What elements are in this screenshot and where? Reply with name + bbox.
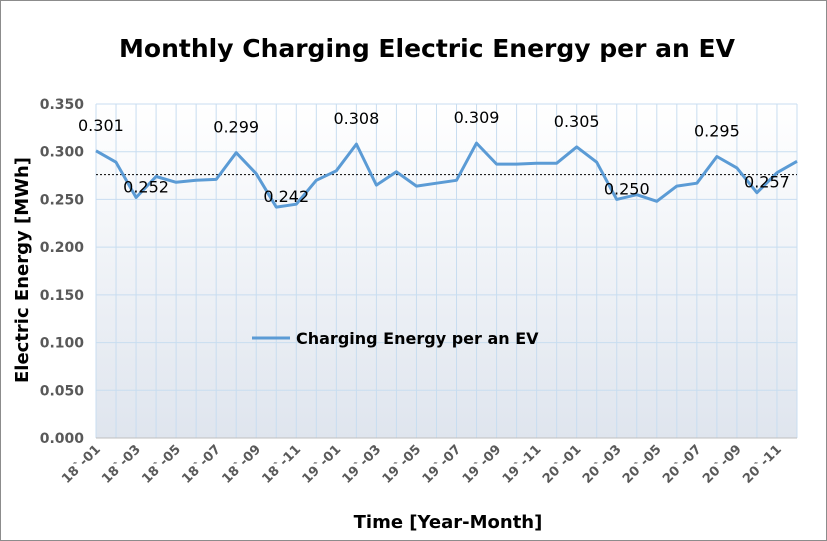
data-label: 0.250 — [604, 179, 650, 198]
x-tick-label: 20`-07 — [660, 442, 705, 487]
chart-title: Monthly Charging Electric Energy per an … — [119, 34, 736, 63]
y-tick-label: 0.200 — [40, 240, 85, 256]
y-axis-ticks: 0.000 0.050 0.100 0.150 0.200 0.250 0.300 0.350 — [40, 97, 85, 447]
x-tick-label: 18`-09 — [219, 442, 264, 487]
y-tick-label: 0.350 — [40, 97, 85, 113]
y-axis-title: Electric Energy [MWh] — [12, 157, 33, 383]
y-tick-label: 0.300 — [40, 145, 85, 161]
x-tick-label: 18`-05 — [139, 442, 184, 487]
x-tick-label: 18`-01 — [59, 442, 104, 487]
gridlines — [95, 103, 798, 439]
x-tick-label: 19`-09 — [460, 442, 505, 487]
data-label: 0.308 — [333, 109, 379, 128]
data-label: 0.252 — [123, 178, 169, 197]
data-label: 0.301 — [78, 116, 124, 135]
data-label: 0.299 — [213, 118, 259, 137]
data-label: 0.305 — [554, 112, 600, 131]
data-labels-group: 0.301 0.252 0.299 0.242 0.308 0.309 0.305 0.250… — [78, 108, 790, 206]
x-tick-label: 20`-01 — [540, 442, 585, 487]
y-tick-label: 0.100 — [40, 336, 85, 352]
x-tick-label: 18`-07 — [179, 442, 224, 487]
x-tick-label: 19`-01 — [300, 442, 345, 487]
series-group — [95, 141, 798, 209]
data-label: 0.295 — [694, 121, 740, 140]
x-tick-label: 20`-11 — [740, 442, 785, 487]
data-label: 0.257 — [744, 173, 790, 192]
y-tick-label: 0.000 — [40, 431, 85, 447]
x-tick-label: 18`-11 — [260, 442, 305, 487]
data-label: 0.242 — [263, 187, 309, 206]
y-tick-label: 0.050 — [40, 383, 85, 399]
x-tick-label: 20`-09 — [700, 442, 745, 487]
legend: Charging Energy per an EV — [252, 329, 539, 348]
x-tick-label: 20`-03 — [580, 442, 625, 487]
x-axis-title: Time [Year-Month] — [354, 512, 543, 533]
legend-label: Charging Energy per an EV — [296, 329, 539, 348]
x-tick-label: 19`-05 — [380, 442, 425, 487]
plot-area — [96, 104, 797, 438]
y-tick-label: 0.250 — [40, 192, 85, 208]
x-tick-label: 19`-11 — [500, 442, 545, 487]
data-label: 0.309 — [454, 108, 500, 127]
y-tick-label: 0.150 — [40, 288, 85, 304]
series-line — [95, 141, 798, 209]
x-tick-label: 18`-03 — [99, 442, 144, 487]
x-tick-label: 20`-05 — [620, 442, 665, 487]
x-tick-label: 19`-03 — [340, 442, 385, 487]
x-axis-ticks: 18`-0118`-0318`-0518`-0718`-0918`-1119`-… — [59, 442, 785, 487]
x-tick-label: 19`-07 — [420, 442, 465, 487]
